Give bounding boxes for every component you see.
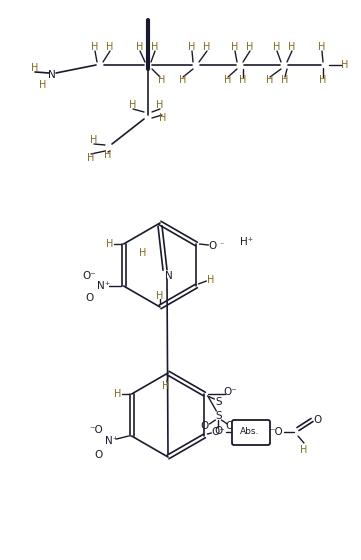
Text: H: H (159, 113, 167, 123)
Text: N⁺: N⁺ (105, 436, 118, 446)
Text: H: H (266, 75, 274, 85)
Text: H: H (104, 150, 112, 160)
Text: O⁻: O⁻ (226, 421, 239, 431)
Text: H: H (156, 100, 164, 110)
Text: N⁺: N⁺ (97, 281, 110, 291)
Text: N: N (48, 70, 56, 80)
Text: H: H (136, 42, 144, 52)
Text: O: O (214, 426, 222, 436)
Text: H: H (158, 75, 166, 85)
Text: H: H (341, 60, 349, 70)
Text: H: H (188, 42, 196, 52)
Text: H: H (151, 42, 159, 52)
Text: H: H (281, 75, 289, 85)
Text: H: H (87, 153, 95, 163)
Text: O⁻: O⁻ (212, 427, 225, 437)
Text: N: N (165, 271, 173, 281)
Text: ⁻: ⁻ (219, 240, 223, 250)
Text: ⁻O: ⁻O (90, 425, 104, 435)
Text: H: H (224, 75, 232, 85)
Text: H: H (90, 135, 98, 145)
Text: ⁻O: ⁻O (269, 427, 283, 437)
FancyBboxPatch shape (232, 420, 270, 445)
Text: H: H (106, 42, 114, 52)
Text: H: H (179, 75, 187, 85)
Text: H: H (288, 42, 296, 52)
Text: H: H (239, 75, 247, 85)
Text: H: H (31, 63, 39, 73)
Text: H⁺: H⁺ (240, 237, 253, 247)
Text: H: H (91, 42, 99, 52)
Text: O: O (208, 241, 217, 251)
Text: O: O (86, 293, 94, 303)
Text: H: H (139, 248, 147, 258)
Text: H: H (231, 42, 239, 52)
Text: H: H (203, 42, 211, 52)
Text: H: H (162, 381, 170, 391)
Text: O⁻: O⁻ (223, 387, 237, 397)
Text: O: O (200, 421, 209, 431)
Text: H: H (156, 291, 164, 301)
Text: H: H (106, 239, 113, 249)
Text: O⁻: O⁻ (83, 271, 96, 281)
Text: O: O (314, 415, 322, 425)
Text: Abs.: Abs. (240, 427, 260, 436)
Text: H: H (318, 42, 326, 52)
Text: H: H (114, 389, 121, 399)
Text: H: H (319, 75, 327, 85)
Text: H: H (39, 80, 47, 90)
Text: H: H (246, 42, 254, 52)
Text: O: O (95, 450, 103, 460)
Text: S: S (215, 397, 222, 407)
Text: H: H (129, 100, 137, 110)
Text: S: S (215, 411, 222, 421)
Text: H: H (300, 445, 308, 455)
Text: H: H (207, 275, 214, 285)
Text: H: H (273, 42, 281, 52)
